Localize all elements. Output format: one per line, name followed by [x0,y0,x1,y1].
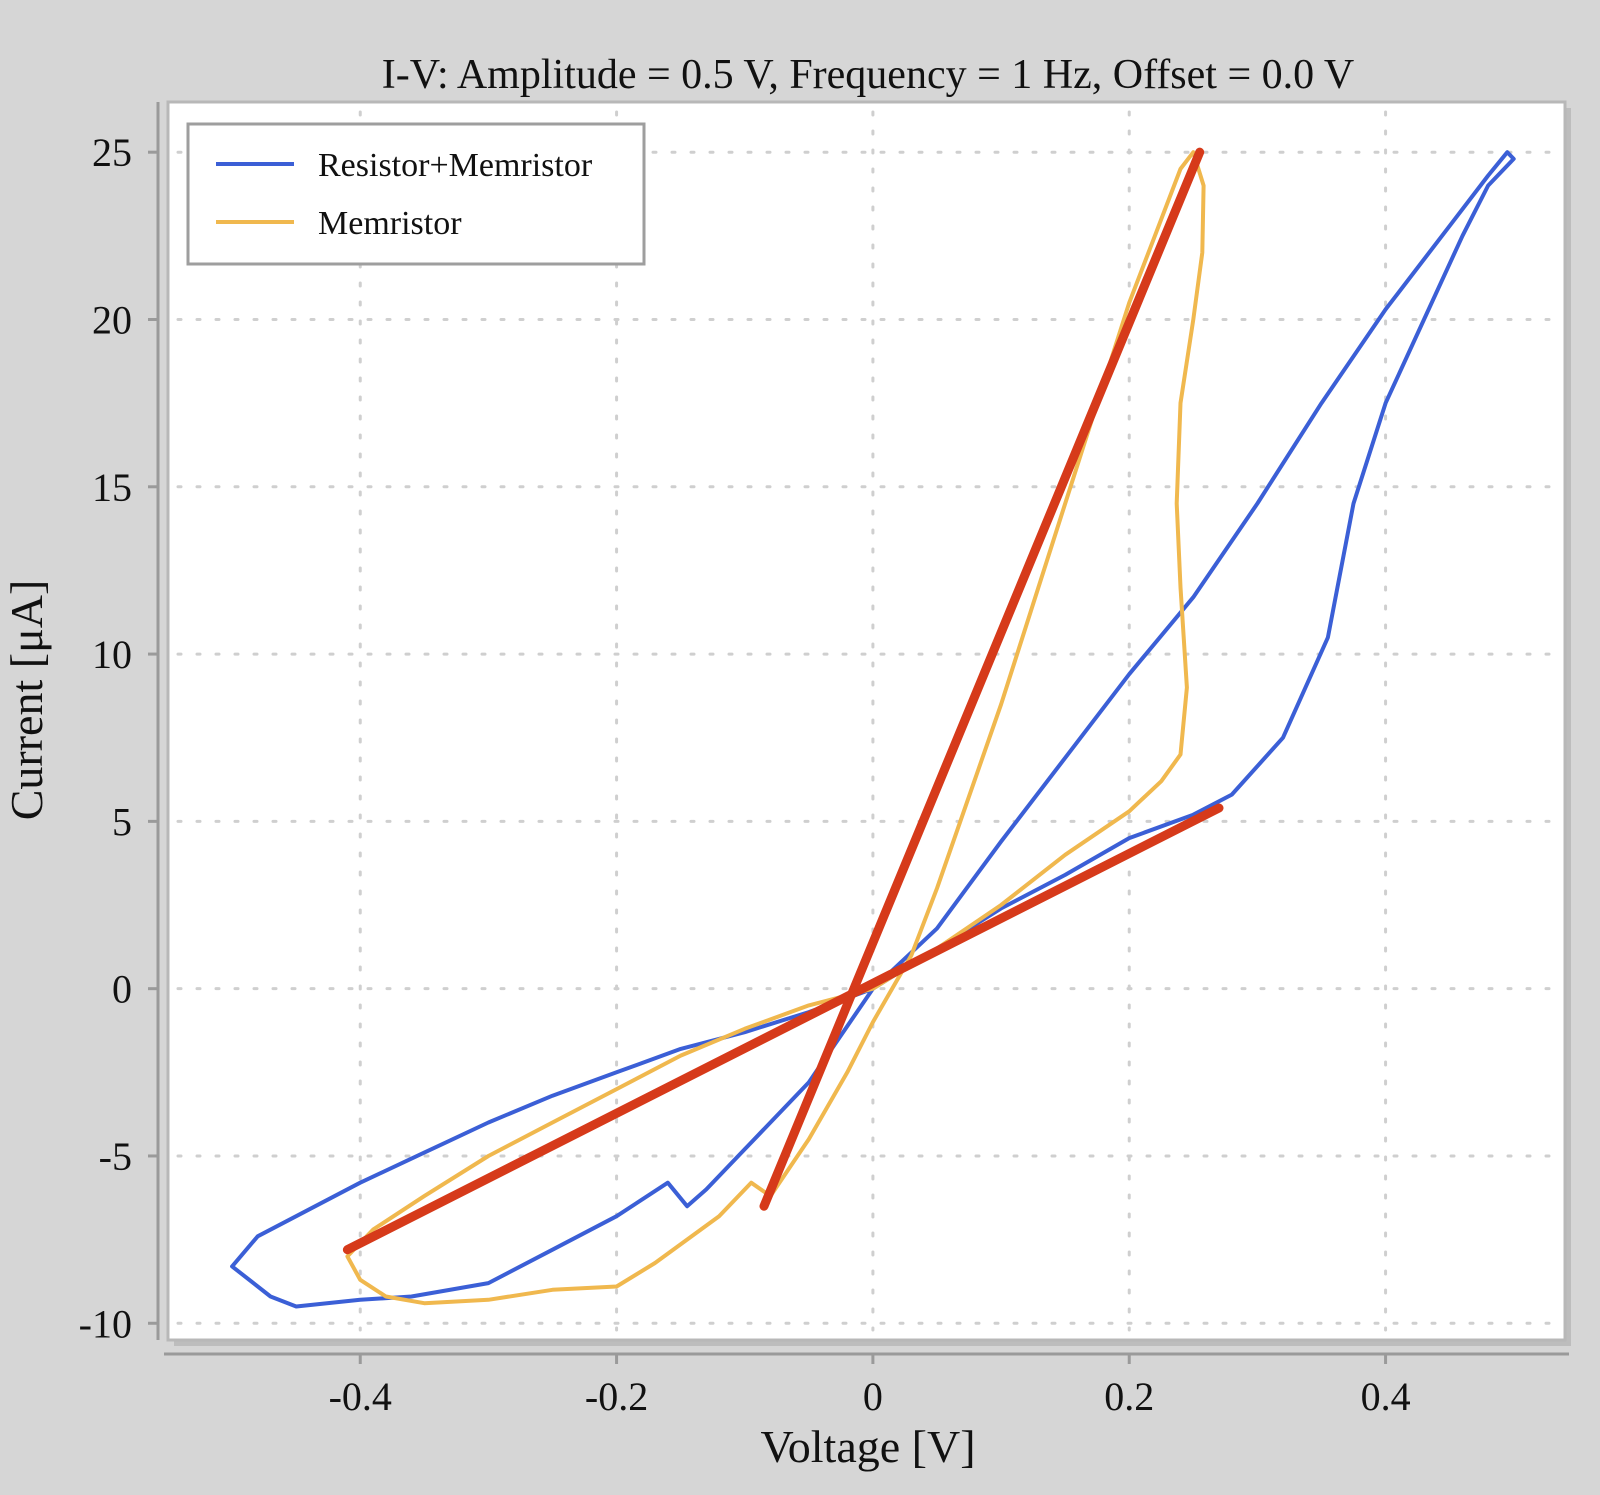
x-tick-label: -0.4 [329,1374,392,1419]
chart-title: I-V: Amplitude = 0.5 V, Frequency = 1 Hz… [382,52,1354,98]
y-axis-title: Current [μA] [1,580,52,821]
y-tick-label: 10 [92,632,132,677]
plot-area [166,100,1567,1342]
fit-line-3 [759,147,1205,1211]
legend-label: Memristor [318,205,462,242]
y-tick-label: 20 [92,297,132,342]
y-tick-label: 0 [112,967,132,1012]
y-tick-label: 5 [112,799,132,844]
x-tick-label: -0.2 [585,1374,648,1419]
y-tick-label: 15 [92,465,132,510]
legend [186,122,646,266]
series-line-memristor [345,150,1206,1306]
y-tick-label: 25 [92,130,132,175]
x-tick-label: 0.4 [1361,1374,1411,1419]
x-tick-label: 0.2 [1104,1374,1154,1419]
series-line-resistor-memristor [230,150,1516,1309]
y-tick-label: -10 [79,1301,132,1346]
y-tick-label: -5 [99,1134,132,1179]
fit-line-2 [342,803,1224,1255]
legend-label: Resistor+Memristor [318,147,593,184]
x-axis-title: Voltage [V] [760,1421,975,1472]
x-tick-label: 0 [863,1374,883,1419]
